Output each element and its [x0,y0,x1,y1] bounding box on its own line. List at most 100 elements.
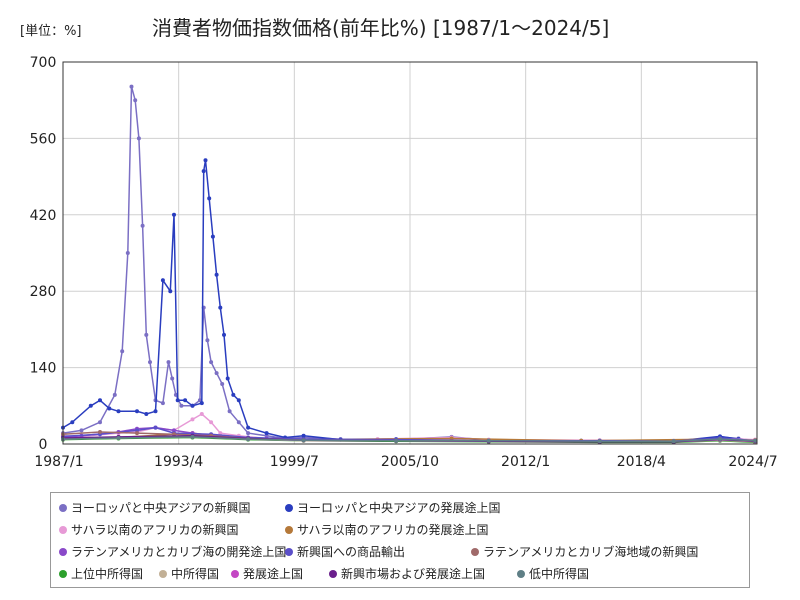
x-tick-label: 1999/7 [270,454,319,470]
legend-marker [329,569,337,578]
data-point [231,392,236,397]
data-point [597,439,602,444]
data-point [135,431,139,436]
legend-label: ラテンアメリカとカリブ海地域の新興国 [483,545,699,559]
legend-label: サハラ以南のアフリカの新興国 [71,523,239,537]
y-tick-label: 560 [30,131,57,147]
data-point [190,434,195,439]
data-point [394,438,399,443]
y-axis-ticks: 0 140 280 420 560 700 [30,55,57,453]
data-point [153,409,158,414]
line-chart: 0 140 280 420 560 700 1987/1 1993/4 1999/7 2005/… [30,55,778,470]
data-point [201,169,206,174]
data-point [205,338,210,343]
legend-marker [159,569,167,578]
x-axis-ticks: 1987/1 1993/4 1999/7 2005/10 2012/1 2018/4 202… [34,454,777,470]
legend-label: ヨーロッパと中央アジアの発展途上国 [297,501,501,515]
data-point [190,403,195,408]
y-tick-label: 140 [30,361,57,377]
data-point [172,432,176,437]
data-point [222,332,226,337]
data-point [197,398,202,403]
data-point [98,420,102,425]
data-point [718,437,722,442]
legend-marker [471,547,479,556]
legend-item: サハラ以南のアフリカの発展途上国 [285,521,489,538]
y-tick-label: 700 [30,55,57,71]
data-point [218,305,223,310]
series-line [62,86,756,443]
legend-marker [285,525,293,534]
series-11 [61,434,758,444]
data-point [246,431,251,436]
legend-marker [285,503,293,512]
y-tick-label: 420 [30,208,57,224]
legend-label: ラテンアメリカとカリブ海の開発途上国 [71,545,287,559]
legend-item: 中所得国 [159,565,219,582]
y-tick-label: 0 [39,437,48,453]
chart-title: 消費者物価指数価格(前年比%) [1987/1～2024/5] [152,16,610,40]
data-point [166,360,171,365]
data-point [135,409,139,414]
data-point [301,438,306,443]
data-point [214,371,219,376]
legend-marker [231,569,239,578]
plot-frame [62,61,758,445]
data-point [246,437,251,442]
data-point [179,403,184,408]
series-lines [61,84,758,445]
legend-marker [59,503,67,512]
data-point [160,401,165,406]
series-line [62,160,756,443]
data-point [125,251,130,255]
data-point [236,398,241,403]
data-point [486,438,491,443]
legend-label: 低中所得国 [529,567,590,581]
data-point [153,425,158,430]
x-tick-label: 2024/7 [728,454,777,470]
data-point [120,349,125,354]
data-point [214,272,219,277]
legend-item: ラテンアメリカとカリブ海の開発途上国 [59,543,286,560]
legend-item: 上位中所得国 [59,565,143,582]
data-point [172,212,176,217]
data-point [170,376,175,381]
legend-label: 新興国への商品輸出 [297,545,406,559]
data-point [112,392,117,397]
x-tick-label: 2012/1 [501,454,550,470]
data-point [70,420,75,425]
data-point [136,136,141,141]
data-point [144,332,149,337]
data-point [133,98,138,103]
legend-item: ラテンアメリカとカリブ海地域の新興国 [471,543,698,560]
unit-label: [単位：%] [20,24,82,39]
data-point [220,382,225,386]
legend-label: 新興市場および発展途上国 [341,567,486,581]
data-point [207,196,212,201]
data-point [116,409,121,414]
data-point [246,425,251,430]
data-point [210,234,215,239]
data-point [225,376,230,381]
data-point [671,439,676,444]
legend-label: サハラ以南のアフリカの発展途上国 [297,523,489,537]
grid-lines [62,61,758,445]
series-1 [61,158,758,444]
legend-label: 上位中所得国 [71,567,144,581]
data-point [88,403,93,408]
legend-marker [59,525,67,534]
data-point [199,401,204,406]
data-point [209,420,214,425]
legend-item: 新興国への商品輸出 [285,543,405,560]
data-point [218,431,223,436]
legend-label: 中所得国 [171,567,220,581]
data-point [98,398,102,403]
x-tick-label: 2005/10 [381,454,439,470]
legend-marker [59,547,67,556]
legend-item: ヨーロッパと中央アジアの発展途上国 [285,499,501,516]
legend-label: ヨーロッパと中央アジアの新興国 [71,501,251,515]
data-point [301,433,306,438]
data-point [183,398,188,403]
data-point [160,278,165,283]
data-point [116,436,121,440]
